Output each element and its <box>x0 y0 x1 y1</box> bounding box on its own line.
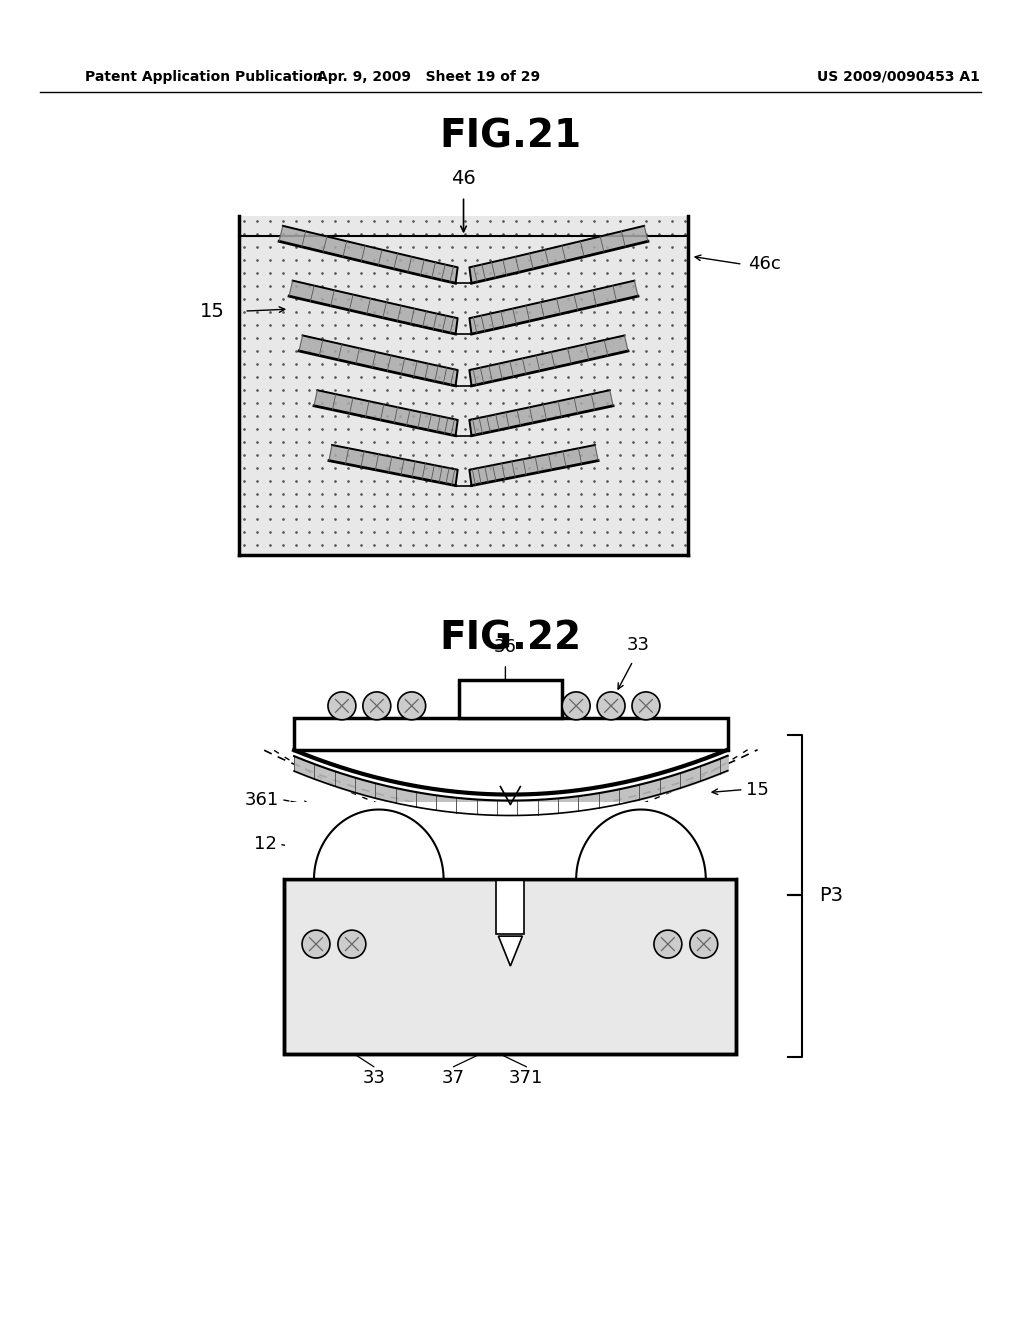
Text: FIG.22: FIG.22 <box>439 619 582 657</box>
Text: Patent Application Publication: Patent Application Publication <box>85 70 323 84</box>
Polygon shape <box>289 281 458 334</box>
Text: FIG.21: FIG.21 <box>439 117 582 156</box>
Text: 46c: 46c <box>748 255 780 273</box>
Text: 46: 46 <box>452 169 476 189</box>
Text: 361: 361 <box>245 791 280 809</box>
Polygon shape <box>499 936 522 966</box>
Polygon shape <box>280 226 458 284</box>
Text: 33: 33 <box>362 1069 385 1086</box>
Polygon shape <box>284 809 473 879</box>
Circle shape <box>302 931 330 958</box>
Polygon shape <box>469 335 628 385</box>
Text: 371: 371 <box>509 1069 544 1086</box>
Bar <box>294 718 728 750</box>
Bar <box>285 801 734 882</box>
Polygon shape <box>314 391 458 436</box>
Circle shape <box>632 692 659 719</box>
Polygon shape <box>469 226 648 284</box>
Text: US 2009/0090453 A1: US 2009/0090453 A1 <box>817 70 980 84</box>
Circle shape <box>597 692 625 719</box>
Text: 37: 37 <box>442 1069 465 1086</box>
Text: 33: 33 <box>627 636 649 653</box>
Text: 15: 15 <box>745 780 768 799</box>
Bar <box>240 216 688 556</box>
Circle shape <box>338 931 366 958</box>
Circle shape <box>362 692 391 719</box>
Text: Apr. 9, 2009   Sheet 19 of 29: Apr. 9, 2009 Sheet 19 of 29 <box>317 70 541 84</box>
Bar <box>284 879 735 1053</box>
Polygon shape <box>329 445 458 486</box>
Circle shape <box>654 931 682 958</box>
Polygon shape <box>546 809 735 879</box>
Circle shape <box>690 931 718 958</box>
Polygon shape <box>469 445 598 486</box>
Circle shape <box>397 692 426 719</box>
Text: P3: P3 <box>819 886 844 904</box>
Circle shape <box>328 692 356 719</box>
Polygon shape <box>469 281 638 334</box>
Bar <box>459 680 562 718</box>
Text: 12: 12 <box>254 836 278 854</box>
Polygon shape <box>469 391 613 436</box>
Text: 15: 15 <box>200 301 224 321</box>
Bar <box>497 879 524 935</box>
Bar <box>284 879 735 1053</box>
Text: 36: 36 <box>494 638 517 656</box>
Circle shape <box>562 692 590 719</box>
Polygon shape <box>299 335 458 385</box>
